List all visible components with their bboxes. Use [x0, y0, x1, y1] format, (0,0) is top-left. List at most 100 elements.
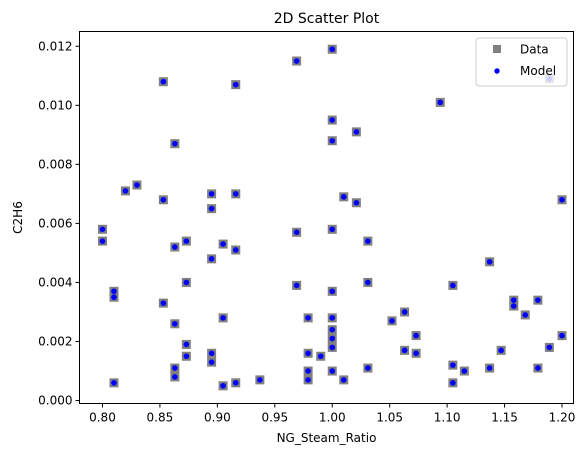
- model-point-dot: [172, 374, 178, 380]
- model-point-dot: [220, 382, 226, 389]
- model-point-dot: [111, 288, 117, 295]
- data-points-layer: [97, 44, 567, 391]
- y-tick-label: 0.006: [38, 216, 72, 230]
- model-point-dot: [232, 247, 239, 253]
- model-point-dot: [305, 350, 311, 357]
- model-point-dot: [486, 365, 493, 371]
- model-point-dot: [232, 81, 239, 88]
- model-point-dot: [353, 129, 360, 135]
- model-point-dot: [546, 344, 553, 351]
- model-point-dot: [522, 312, 529, 318]
- model-point-dot: [111, 294, 117, 301]
- model-point-dot: [293, 58, 300, 64]
- model-point-dot: [134, 182, 140, 188]
- model-point-dot: [365, 238, 371, 244]
- x-axis-ticks: 0.80 0.85 0.90 0.95 1.00 1.05 1.10 1.15 1.20: [89, 403, 576, 425]
- model-point-dot: [535, 297, 541, 303]
- x-tick-label: 0.95: [261, 411, 288, 425]
- model-point-dot: [510, 303, 517, 309]
- model-point-dot: [99, 226, 106, 233]
- model-point-dot: [535, 365, 541, 371]
- y-tick-label: 0.000: [38, 394, 72, 408]
- model-point-dot: [122, 188, 129, 194]
- y-tick-label: 0.004: [38, 275, 72, 289]
- model-point-dot: [450, 362, 456, 368]
- model-point-dot: [329, 315, 336, 321]
- model-point-dot: [220, 315, 226, 321]
- model-point-dot: [413, 332, 419, 339]
- legend-model-label: Model: [520, 64, 556, 78]
- model-point-dot: [329, 137, 336, 144]
- plot-frame: [79, 31, 574, 404]
- chart-title: 2D Scatter Plot: [274, 11, 380, 27]
- model-point-dot: [208, 350, 215, 357]
- model-point-dot: [111, 380, 117, 386]
- model-point-dot: [293, 282, 300, 289]
- legend-model-dot-icon: [494, 68, 500, 74]
- model-point-dot: [183, 353, 190, 360]
- y-tick-label: 0.012: [38, 39, 72, 53]
- y-tick-label: 0.008: [38, 157, 72, 171]
- model-point-dot: [450, 282, 456, 289]
- model-point-dot: [401, 347, 408, 354]
- model-point-dot: [220, 241, 226, 247]
- legend-data-label: Data: [520, 43, 549, 57]
- model-point-dot: [208, 256, 215, 262]
- x-tick-label: 1.00: [319, 411, 346, 425]
- model-point-dot: [329, 368, 336, 374]
- model-point-dot: [172, 244, 178, 250]
- model-point-dot: [340, 194, 347, 200]
- model-point-dot: [329, 46, 336, 53]
- model-point-dot: [183, 279, 190, 286]
- model-point-dot: [365, 365, 371, 371]
- model-point-dot: [461, 368, 468, 374]
- model-point-dot: [510, 297, 517, 303]
- model-point-dot: [172, 320, 178, 327]
- model-point-dot: [317, 353, 324, 360]
- model-point-dot: [559, 332, 565, 339]
- model-point-dot: [329, 288, 336, 295]
- x-tick-label: 0.90: [204, 411, 231, 425]
- model-point-dot: [389, 318, 395, 324]
- model-point-dot: [353, 199, 360, 206]
- model-point-dot: [486, 258, 493, 265]
- x-tick-label: 1.10: [434, 411, 461, 425]
- model-point-dot: [365, 279, 371, 286]
- model-point-dot: [329, 335, 336, 342]
- model-point-dot: [329, 226, 336, 233]
- model-point-dot: [293, 229, 300, 236]
- model-point-dot: [329, 326, 336, 333]
- model-point-dot: [305, 368, 311, 374]
- model-point-dot: [172, 365, 178, 371]
- x-tick-label: 1.05: [376, 411, 403, 425]
- model-point-dot: [183, 341, 190, 348]
- model-point-dot: [208, 359, 215, 365]
- model-point-dot: [498, 347, 504, 354]
- model-point-dot: [208, 191, 215, 197]
- model-point-dot: [172, 140, 178, 147]
- model-point-dot: [401, 309, 408, 315]
- model-point-dot: [329, 117, 336, 123]
- model-point-dot: [329, 344, 336, 351]
- model-point-dot: [160, 78, 167, 85]
- model-point-dot: [450, 380, 456, 386]
- model-point-dot: [305, 377, 311, 383]
- model-point-dot: [160, 300, 167, 306]
- legend-data-square-icon: [493, 45, 501, 53]
- y-tick-label: 0.010: [38, 98, 72, 112]
- x-tick-label: 1.15: [491, 411, 518, 425]
- x-tick-label: 0.85: [147, 411, 174, 425]
- model-point-dot: [232, 380, 239, 386]
- y-axis-label: C2H6: [11, 201, 25, 234]
- model-point-dot: [160, 196, 167, 203]
- model-point-dot: [437, 99, 444, 106]
- model-point-dot: [413, 350, 419, 357]
- y-tick-label: 0.002: [38, 335, 72, 349]
- model-point-dot: [257, 377, 263, 383]
- model-point-dot: [99, 238, 106, 244]
- x-tick-label: 1.20: [549, 411, 576, 425]
- legend: Data Model: [475, 37, 568, 87]
- model-point-dot: [305, 315, 311, 321]
